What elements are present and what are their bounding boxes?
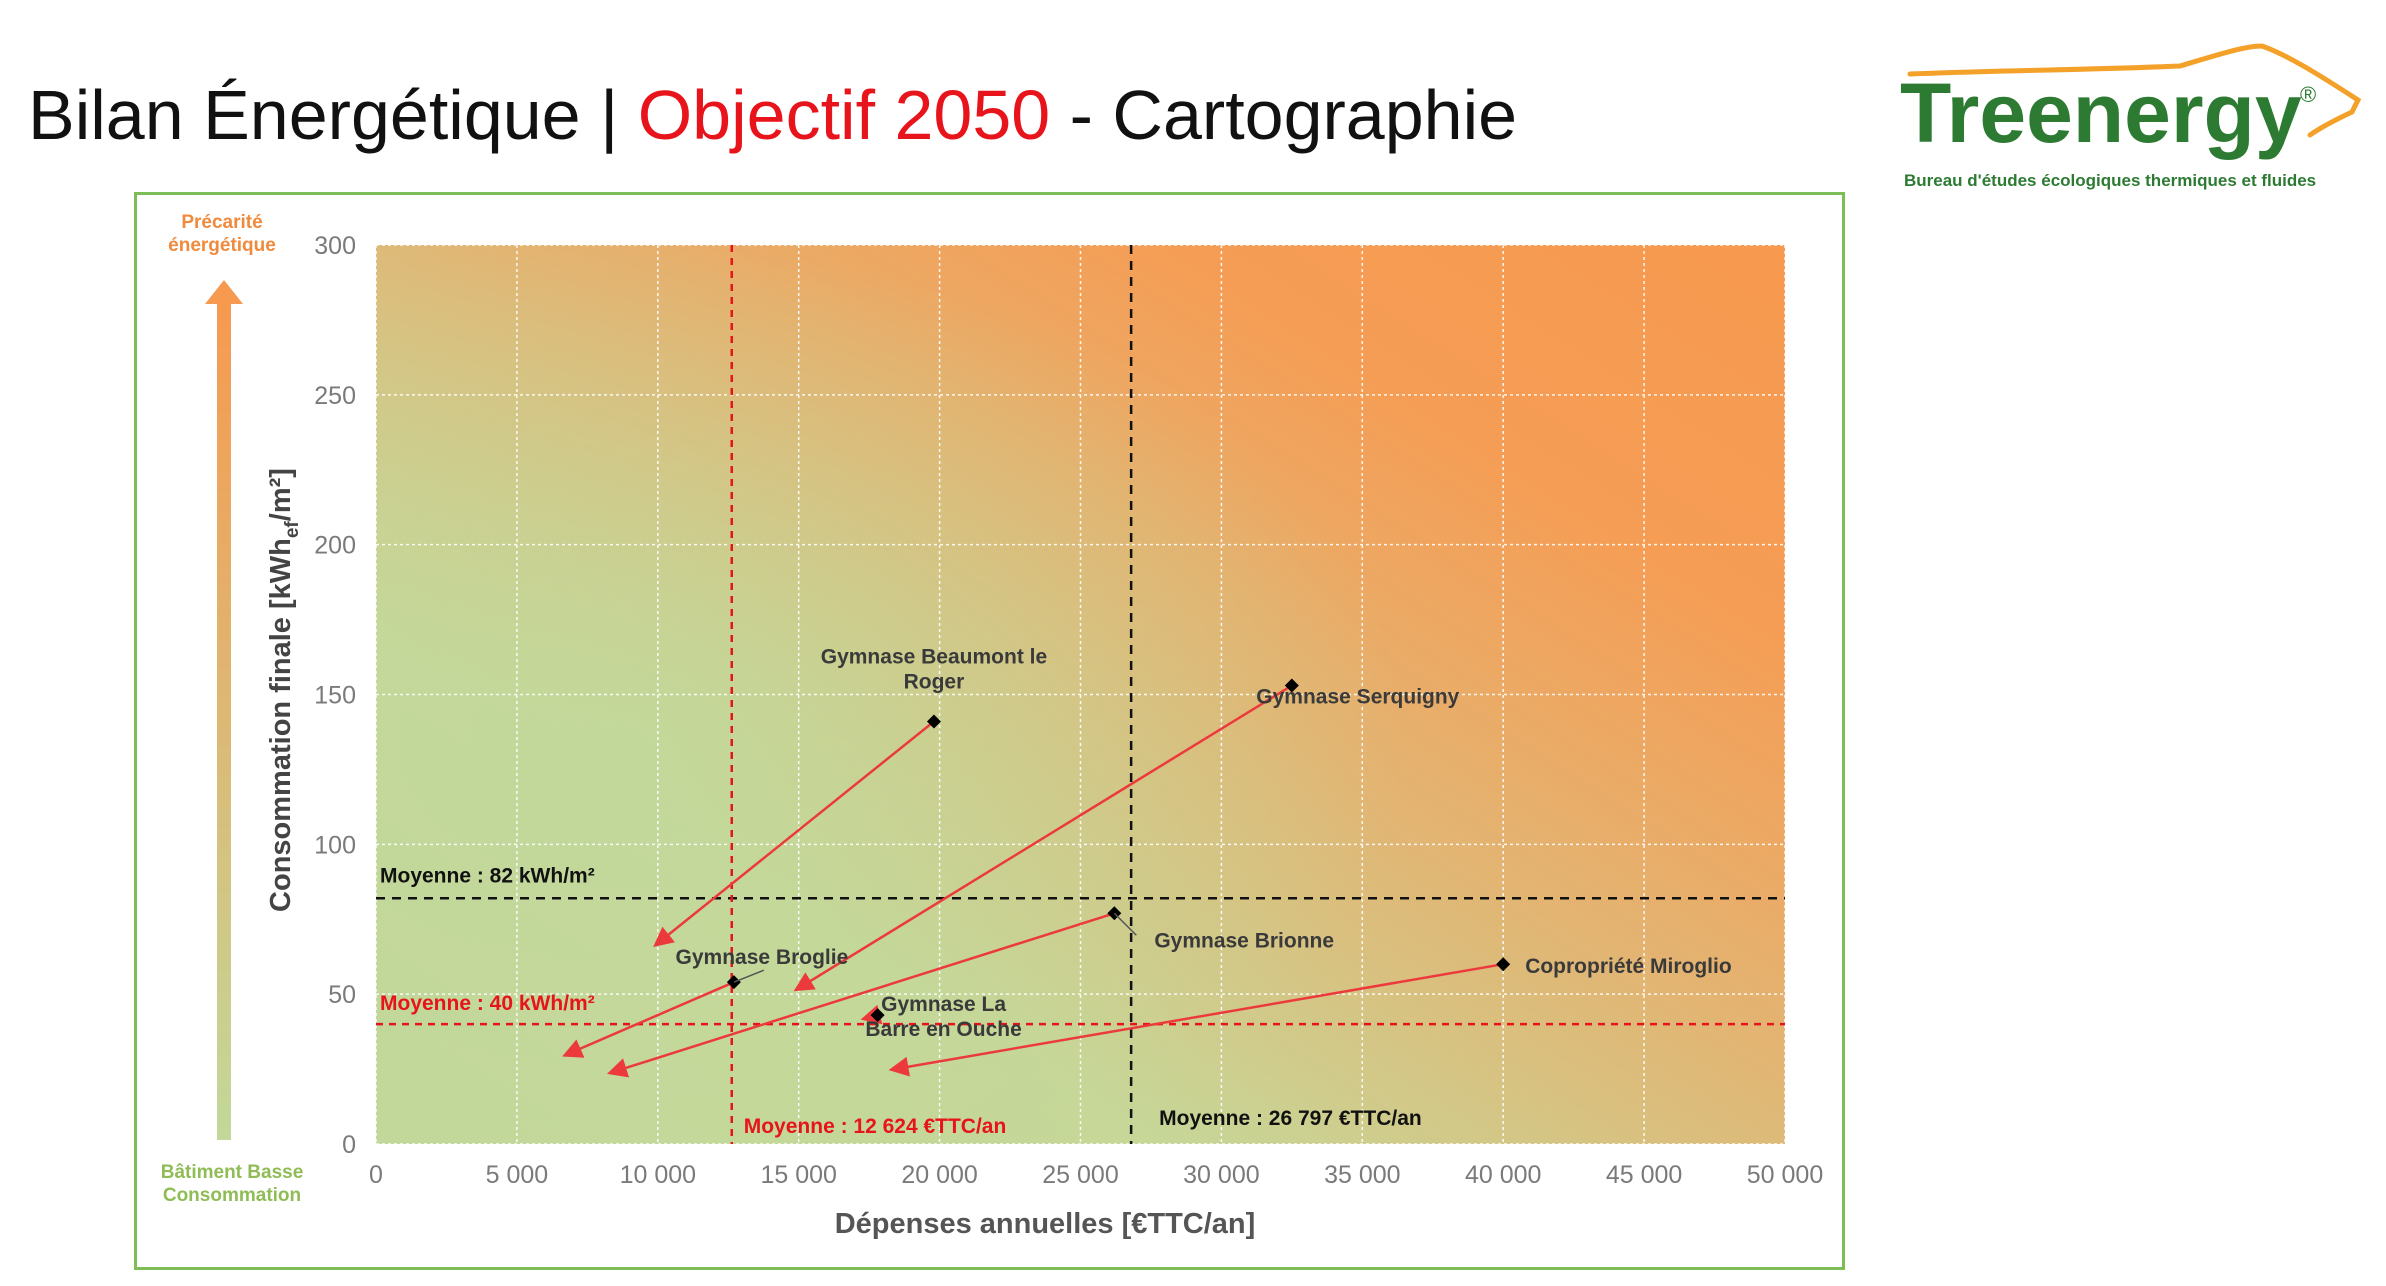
x-tick-label: 25 000 [1042, 1161, 1118, 1189]
point-label: Copropriété Miroglio [1525, 955, 1732, 978]
trajectory-arrow [562, 981, 735, 1058]
x-tick-labels: 0 5 000 10 000 15 000 20 000 25 000 30 000 35 0… [369, 1161, 1823, 1189]
y-axis-label: Consommation finale [kWhef/m²] [265, 468, 303, 912]
trajectory-arrow [606, 912, 1115, 1078]
x-tick-label: 5 000 [486, 1161, 549, 1189]
x-tick-label: 40 000 [1465, 1161, 1541, 1189]
scale-top-line-2: énergétique [168, 235, 276, 256]
treenergy-logo: Treenergy ® Bureau d'études écologiques … [1890, 40, 2370, 200]
point-label-line: Roger [904, 670, 965, 693]
x-tick-label: 45 000 [1606, 1161, 1682, 1189]
energy-scale-bar [217, 300, 231, 1140]
label-leader-line [733, 969, 765, 983]
y-tick-label: 50 [328, 981, 356, 1009]
scale-top-label: Précarité énergétique [168, 212, 276, 256]
average-label: Moyenne : 82 kWh/m² [380, 864, 595, 887]
y-tick-label: 100 [314, 831, 356, 859]
data-points [726, 678, 1511, 1023]
scale-bottom-line-2: Consommation [163, 1185, 301, 1206]
point-label-line: Gymnase La [881, 993, 1006, 1016]
x-tick-label: 30 000 [1183, 1161, 1259, 1189]
y-tick-label: 200 [314, 532, 356, 560]
point-labels: Gymnase Beaumont le Roger Gymnase Serquign… [676, 645, 1732, 1041]
logo-wordmark: Treenergy [1900, 66, 2302, 160]
x-tick-label: 15 000 [760, 1161, 836, 1189]
y-axis-label-subscript: ef [282, 521, 303, 539]
y-tick-labels: 0 50 100 150 200 250 300 [314, 232, 356, 1159]
average-lines [376, 245, 1785, 1144]
trajectory-arrow [888, 962, 1504, 1077]
scale-top-line-1: Précarité [181, 212, 262, 233]
point-label: Gymnase Brionne [1154, 929, 1334, 952]
y-tick-label: 150 [314, 682, 356, 710]
logo-tagline: Bureau d'études écologiques thermiques e… [1904, 171, 2316, 190]
point-label: Gymnase Beaumont le Roger [821, 645, 1047, 693]
trajectory-arrow [653, 720, 935, 947]
scale-bottom-line-1: Bâtiment Basse [161, 1162, 304, 1183]
point-label-line: Barre en Ouche [865, 1018, 1021, 1041]
title-part-3: - Cartographie [1050, 76, 1518, 154]
logo-graphic: Treenergy ® Bureau d'études écologiques … [1900, 43, 2362, 190]
x-tick-label: 10 000 [620, 1161, 696, 1189]
y-tick-label: 0 [342, 1131, 356, 1159]
logo-roof-icon [1907, 43, 2362, 138]
trajectory-arrows [562, 684, 1504, 1078]
chart-frame [134, 192, 1845, 1270]
current-point [1284, 678, 1299, 693]
average-label: Moyenne : 40 kWh/m² [380, 992, 595, 1015]
label-leader-line [1113, 912, 1137, 936]
trajectory-arrow [793, 684, 1293, 992]
point-label-line: Gymnase Brionne [1154, 929, 1334, 952]
page-title: Bilan Énergétique | Objectif 2050 - Cart… [28, 80, 1517, 150]
title-accent: Objectif 2050 [637, 76, 1051, 154]
average-labels: Moyenne : 82 kWh/m² Moyenne : 40 kWh/m² Mo… [380, 864, 1422, 1138]
y-tick-label: 300 [314, 232, 356, 260]
point-label: Gymnase Serquigny [1256, 686, 1459, 709]
point-label-line: Gymnase Broglie [676, 946, 849, 969]
x-tick-label: 50 000 [1747, 1161, 1823, 1189]
energy-scale-arrow-icon [205, 280, 243, 304]
current-point [870, 1008, 885, 1023]
average-label: Moyenne : 26 797 €TTC/an [1159, 1107, 1422, 1130]
y-axis-label-end: /m²] [265, 468, 297, 521]
grid-lines [375, 244, 1786, 1145]
y-tick-label: 250 [314, 382, 356, 410]
point-label: Gymnase La Barre en Ouche [865, 993, 1021, 1041]
x-tick-label: 0 [369, 1161, 383, 1189]
title-part-1: Bilan Énergétique | [28, 76, 638, 154]
x-axis-label: Dépenses annuelles [€TTC/an] [835, 1208, 1256, 1240]
point-label-line: Gymnase Beaumont le [821, 645, 1047, 668]
x-tick-label: 35 000 [1324, 1161, 1400, 1189]
current-point [926, 714, 941, 729]
energy-scale: Précarité énergétique Bâtiment Basse Conso… [161, 212, 304, 1206]
point-label-line: Copropriété Miroglio [1525, 955, 1732, 978]
point-label-line: Gymnase Serquigny [1256, 686, 1459, 709]
logo-trademark: ® [2300, 82, 2316, 107]
point-label: Gymnase Broglie [676, 946, 849, 969]
scale-bottom-label: Bâtiment Basse Consommation [161, 1162, 304, 1206]
average-label: Moyenne : 12 624 €TTC/an [744, 1115, 1007, 1138]
y-axis-label-main: Consommation finale [kWh [265, 538, 297, 912]
current-point [1496, 957, 1511, 972]
x-tick-label: 20 000 [901, 1161, 977, 1189]
